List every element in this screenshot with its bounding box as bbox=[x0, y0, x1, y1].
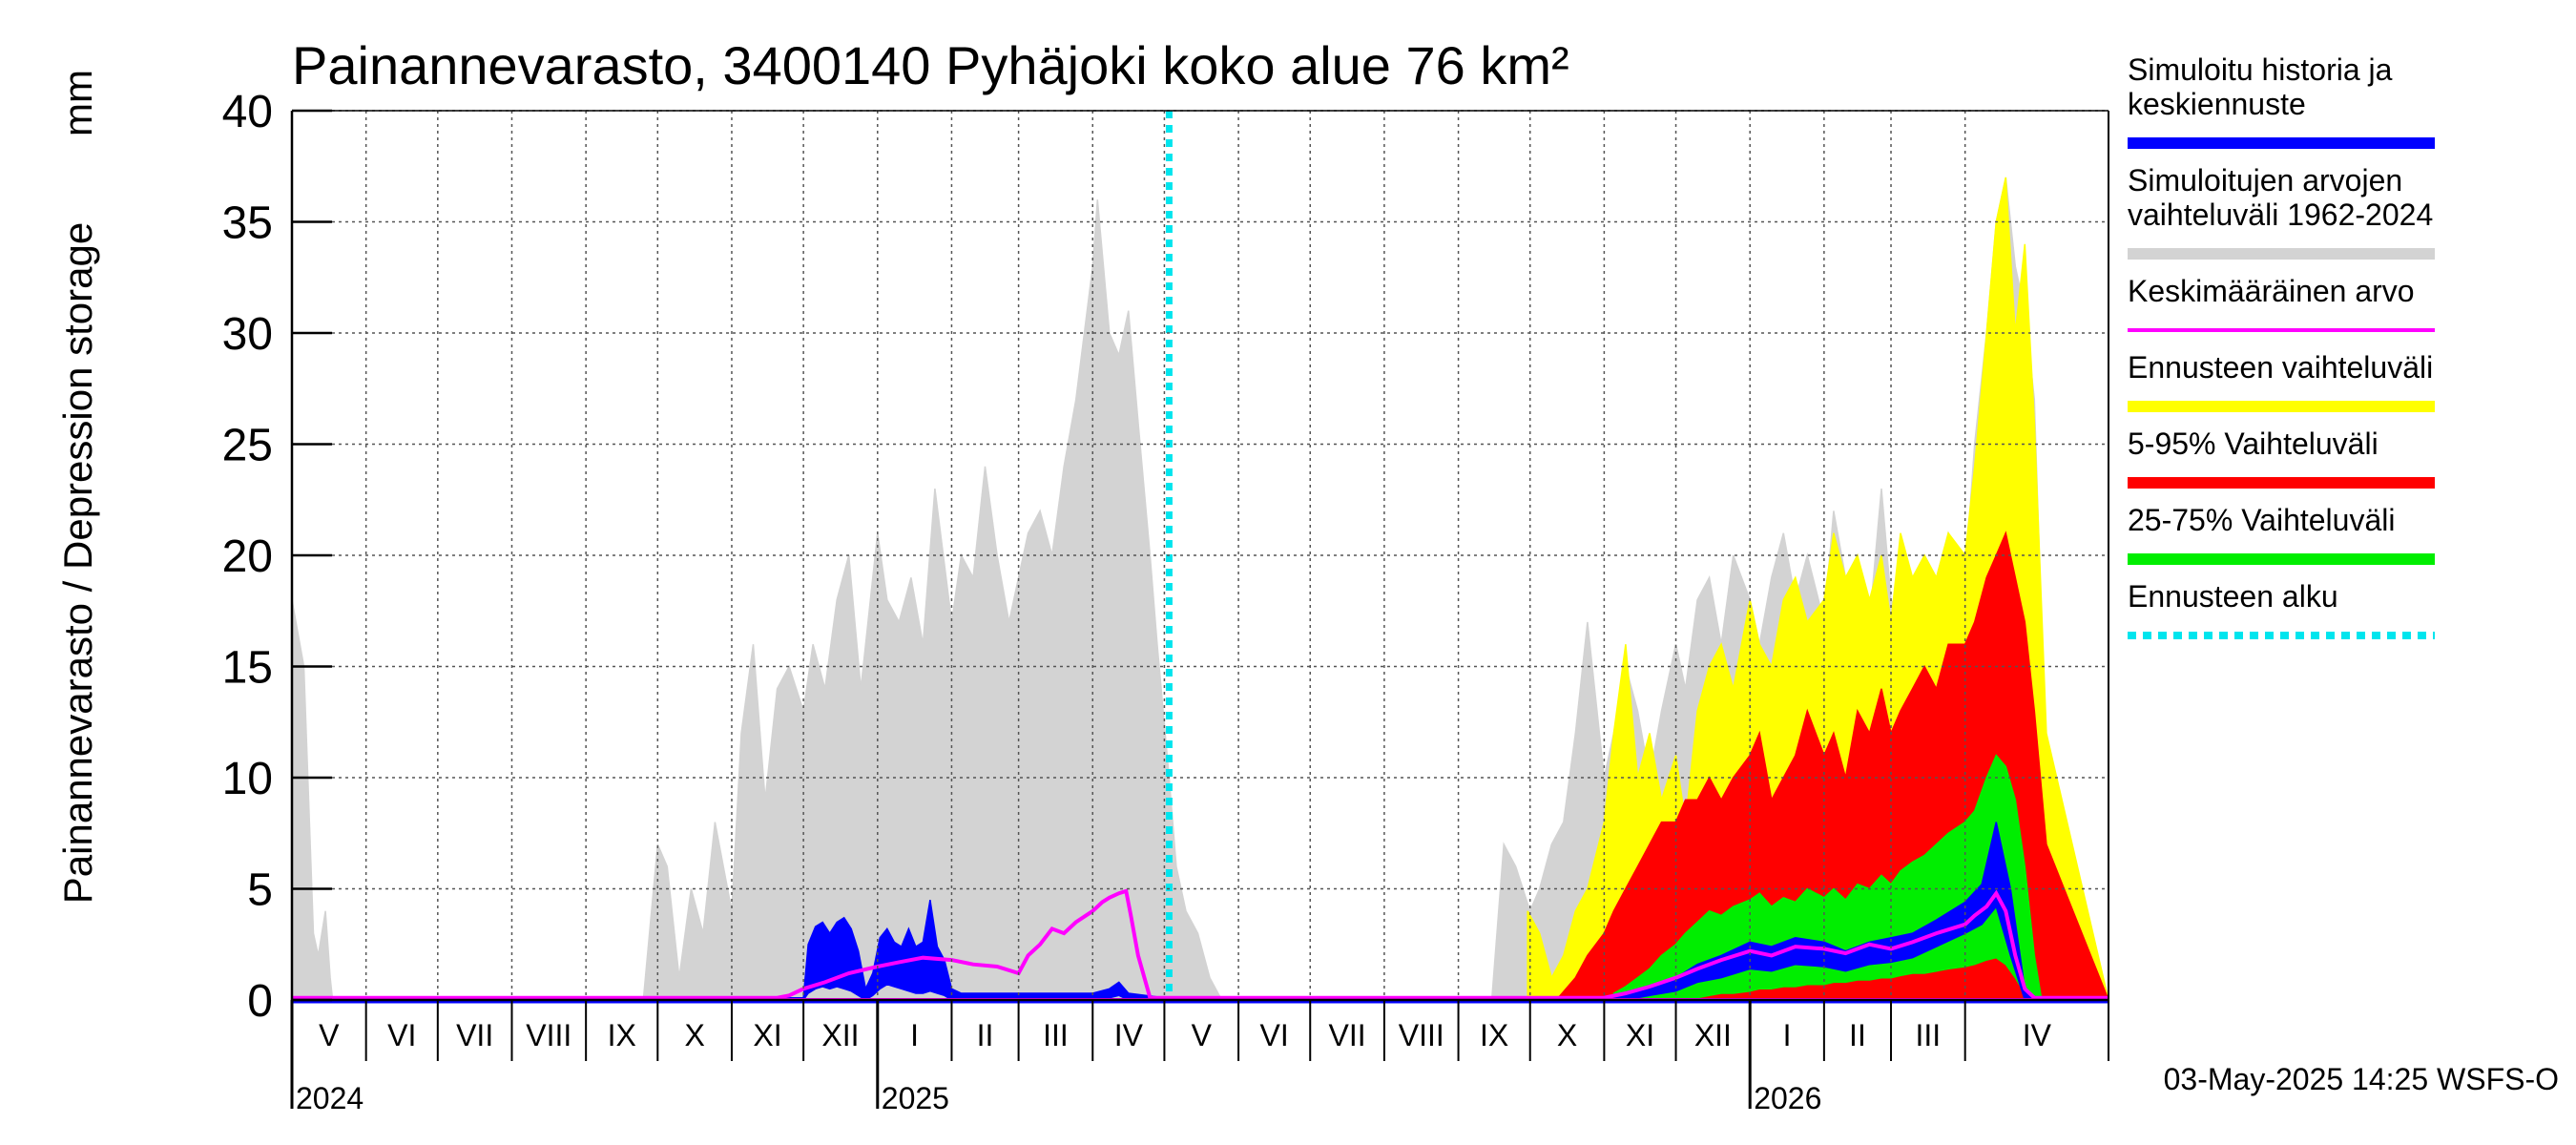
y-tick-label: 35 bbox=[222, 198, 273, 249]
x-tick-label: VI bbox=[387, 1018, 416, 1052]
y-tick-label: 30 bbox=[222, 309, 273, 360]
y-tick-label: 40 bbox=[222, 87, 273, 137]
x-tick-label: IX bbox=[608, 1018, 636, 1052]
year-label: 2024 bbox=[296, 1081, 364, 1115]
legend-label-simuloitujen-arvojen-vaihteluv-li-1962-2024: vaihteluväli 1962-2024 bbox=[2128, 198, 2433, 232]
y-tick-label: 0 bbox=[247, 976, 273, 1027]
legend-label-ennusteen-alku: Ennusteen alku bbox=[2128, 579, 2338, 614]
y-axis-label: Painannevarasto / Depression storage bbox=[55, 222, 100, 904]
x-tick-label: XII bbox=[821, 1018, 859, 1052]
x-tick-label: III bbox=[1043, 1018, 1069, 1052]
legend-label-simuloitujen-arvojen-vaihteluv-li-1962-2024: Simuloitujen arvojen bbox=[2128, 163, 2402, 198]
chart-title: Painannevarasto, 3400140 Pyhäjoki koko a… bbox=[292, 35, 1569, 95]
footer-timestamp: 03-May-2025 14:25 WSFS-O bbox=[2164, 1062, 2559, 1096]
x-tick-label: VII bbox=[456, 1018, 493, 1052]
x-tick-label: IV bbox=[1114, 1018, 1144, 1052]
x-tick-label: II bbox=[1849, 1018, 1866, 1052]
y-tick-label: 10 bbox=[222, 754, 273, 804]
legend-label-simuloitu-historia-ja-keskiennuste: Simuloitu historia ja bbox=[2128, 52, 2393, 87]
x-tick-label: X bbox=[684, 1018, 704, 1052]
year-label: 2026 bbox=[1754, 1081, 1821, 1115]
x-tick-label: VI bbox=[1260, 1018, 1289, 1052]
x-tick-label: VII bbox=[1329, 1018, 1366, 1052]
y-tick-label: 5 bbox=[247, 865, 273, 916]
x-tick-label: I bbox=[910, 1018, 919, 1052]
legend-label-keskim-r-inen-arvo: Keskimääräinen arvo bbox=[2128, 274, 2415, 308]
legend-label-ennusteen-vaihteluv-li: Ennusteen vaihteluväli bbox=[2128, 350, 2433, 385]
series-keskim-r-inen-arvo bbox=[292, 888, 2109, 1000]
x-tick-label: V bbox=[1192, 1018, 1213, 1052]
year-label: 2025 bbox=[882, 1081, 949, 1115]
x-tick-label: VIII bbox=[1399, 1018, 1444, 1052]
x-tick-label: III bbox=[1916, 1018, 1942, 1052]
y-tick-label: 15 bbox=[222, 643, 273, 694]
x-tick-label: IX bbox=[1480, 1018, 1508, 1052]
x-tick-label: IV bbox=[2023, 1018, 2052, 1052]
x-tick-label: XI bbox=[1626, 1018, 1654, 1052]
y-tick-label: 20 bbox=[222, 531, 273, 582]
y-axis-unit: mm bbox=[55, 70, 100, 136]
plot-series bbox=[291, 111, 2110, 1004]
x-tick-label: I bbox=[1783, 1018, 1792, 1052]
x-tick-label: XI bbox=[753, 1018, 781, 1052]
legend-label-simuloitu-historia-ja-keskiennuste: keskiennuste bbox=[2128, 87, 2306, 121]
legend-label-5-95-vaihteluv-li: 5-95% Vaihteluväli bbox=[2128, 427, 2379, 461]
y-tick-label: 25 bbox=[222, 421, 273, 471]
x-tick-label: II bbox=[977, 1018, 994, 1052]
legend-label-25-75-vaihteluv-li: 25-75% Vaihteluväli bbox=[2128, 503, 2395, 537]
x-tick-label: XII bbox=[1694, 1018, 1732, 1052]
x-tick-label: V bbox=[319, 1018, 340, 1052]
x-tick-label: VIII bbox=[526, 1018, 571, 1052]
x-tick-label: X bbox=[1557, 1018, 1577, 1052]
